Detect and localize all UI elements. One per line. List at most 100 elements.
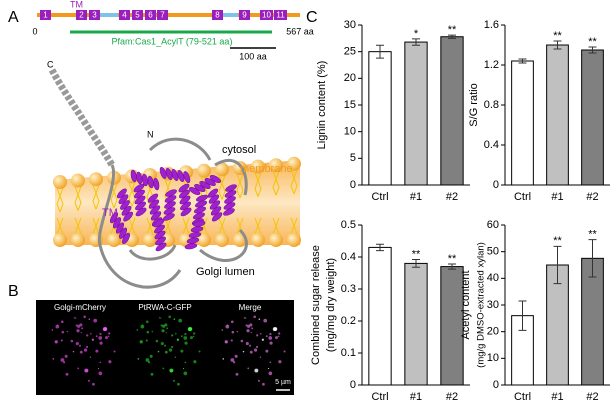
signal-dot xyxy=(278,360,282,364)
tm-box xyxy=(274,10,287,20)
x-tick-label: #2 xyxy=(446,391,458,403)
signal-dot xyxy=(77,324,81,328)
x-tick-label: #1 xyxy=(551,391,563,403)
signal-dot xyxy=(189,336,193,340)
bar xyxy=(511,60,534,186)
x-tick-label: #1 xyxy=(410,191,422,203)
signal-dot xyxy=(164,344,167,347)
signal-dot xyxy=(65,372,69,376)
x-tick-label: Ctrl xyxy=(514,191,531,203)
error-bar xyxy=(588,239,597,278)
tm-box xyxy=(260,10,273,20)
error-bar xyxy=(518,58,527,64)
signal-dot xyxy=(165,332,167,334)
signal-dot xyxy=(255,345,259,349)
signal-dot xyxy=(168,315,171,319)
tm-number: 7 xyxy=(160,11,165,20)
tm-number: 5 xyxy=(135,11,140,20)
y-axis-label: Acetyl content xyxy=(460,270,472,339)
y-tick-label: 40 xyxy=(487,272,499,284)
lipid-head xyxy=(215,233,229,247)
signal-dot xyxy=(198,350,201,353)
signal-dot xyxy=(60,339,63,342)
lipid-tail xyxy=(92,217,100,235)
tm-box xyxy=(132,10,143,20)
tm-number: 11 xyxy=(276,11,285,20)
lipid-tail xyxy=(146,217,154,235)
signal-dot xyxy=(159,317,162,319)
y-tick-label: 0 xyxy=(350,379,356,391)
signal-dot xyxy=(147,361,151,364)
tm-boxes: 1 2 3 4 5 6 7 8 9 10 11 xyxy=(40,10,287,20)
significance: ** xyxy=(553,30,562,42)
signal-dot xyxy=(104,336,108,340)
signal-dot xyxy=(192,335,195,338)
tm-box xyxy=(157,10,168,20)
signal-dot xyxy=(243,317,246,319)
membrane-label: membrane xyxy=(240,163,293,175)
lipid-head xyxy=(197,163,211,178)
signal-dot xyxy=(84,368,89,373)
signal-dot xyxy=(145,358,150,362)
signal-dot xyxy=(256,334,259,337)
signal-dot xyxy=(95,335,98,338)
bar xyxy=(440,36,464,186)
signal-dot xyxy=(99,361,102,364)
lipid-tail xyxy=(290,169,298,194)
signal-dot xyxy=(247,324,251,328)
signal-dot xyxy=(149,354,153,358)
helix-turn xyxy=(121,232,131,244)
y-tick-label: 20 xyxy=(344,72,356,84)
signal-dot xyxy=(162,324,166,328)
lipid-tail xyxy=(290,217,298,235)
signal-dot xyxy=(268,371,273,376)
signal-dot xyxy=(60,320,64,324)
signal-dot xyxy=(187,327,192,332)
signal-dot xyxy=(62,361,66,364)
significance: ** xyxy=(448,24,457,36)
signal-dot xyxy=(184,361,187,364)
x-tick-label: #2 xyxy=(586,191,598,203)
error-bar xyxy=(376,243,384,252)
helix-turn xyxy=(135,207,147,217)
y-tick-label: 0.4 xyxy=(484,139,499,151)
lipid-tail xyxy=(182,217,190,235)
y-axis-label: Lignin content (%) xyxy=(316,61,328,150)
tm-box xyxy=(145,10,156,20)
helix-turn xyxy=(183,171,191,184)
panel-label: C xyxy=(306,9,318,26)
significance: * xyxy=(414,28,419,40)
tm-box xyxy=(239,10,250,20)
signal-dot xyxy=(168,348,173,352)
signal-dot xyxy=(249,344,252,347)
y-tick-label: 60 xyxy=(487,219,499,231)
x-tick-label: Ctrl xyxy=(371,391,388,403)
significance: ** xyxy=(588,36,597,48)
micrograph xyxy=(206,300,294,395)
helix-turn xyxy=(123,211,133,222)
y-tick-label: 30 xyxy=(344,19,356,31)
signal-dot xyxy=(160,342,164,346)
signal-dot xyxy=(83,315,86,319)
lipid-tail xyxy=(272,217,280,235)
signal-dot xyxy=(249,350,253,354)
signal-dot xyxy=(274,336,278,340)
loop xyxy=(97,164,182,289)
signal-dot xyxy=(155,339,159,343)
y-tick-label: 1.6 xyxy=(484,19,499,31)
y-tick-label: 10 xyxy=(344,126,356,138)
signal-dot xyxy=(174,356,177,358)
signal-dot xyxy=(177,382,180,386)
signal-dot xyxy=(102,327,107,332)
tm-box xyxy=(119,10,130,20)
lipid-head xyxy=(251,159,265,174)
signal-dot xyxy=(230,320,234,324)
scale-label: 100 aa xyxy=(239,51,267,61)
signal-dot xyxy=(272,327,277,332)
signal-dot xyxy=(174,332,177,335)
signal-dot xyxy=(242,350,245,353)
signal-dot xyxy=(232,361,236,364)
lipid-head xyxy=(89,172,103,187)
signal-dot xyxy=(262,382,265,386)
